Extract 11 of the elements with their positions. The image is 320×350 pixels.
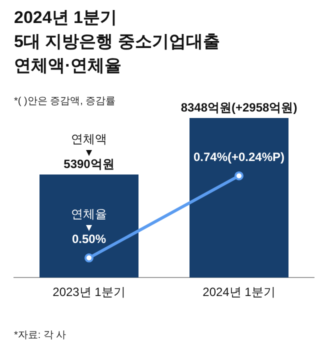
- text: *( )안은 증감액, 증감률: [14, 95, 116, 108]
- text: 연체액: [71, 132, 107, 146]
- data-label: 0.74%(+0.24%P): [193, 150, 285, 164]
- data-label: 5390억원: [64, 156, 114, 171]
- text: *자료: 각 사: [14, 329, 66, 342]
- x-tick-label: 2024년 1분기: [202, 285, 276, 300]
- chart-title: 2024년 1분기 5대 지방은행 중소기업대출 연체액·연체율: [14, 7, 220, 77]
- series-label: 연체율: [71, 207, 107, 222]
- data-label: 8348억원(+2958억원): [180, 100, 298, 114]
- x-tick-label: 2023년 1분기: [52, 285, 126, 300]
- data-label: 0.50%: [72, 232, 106, 246]
